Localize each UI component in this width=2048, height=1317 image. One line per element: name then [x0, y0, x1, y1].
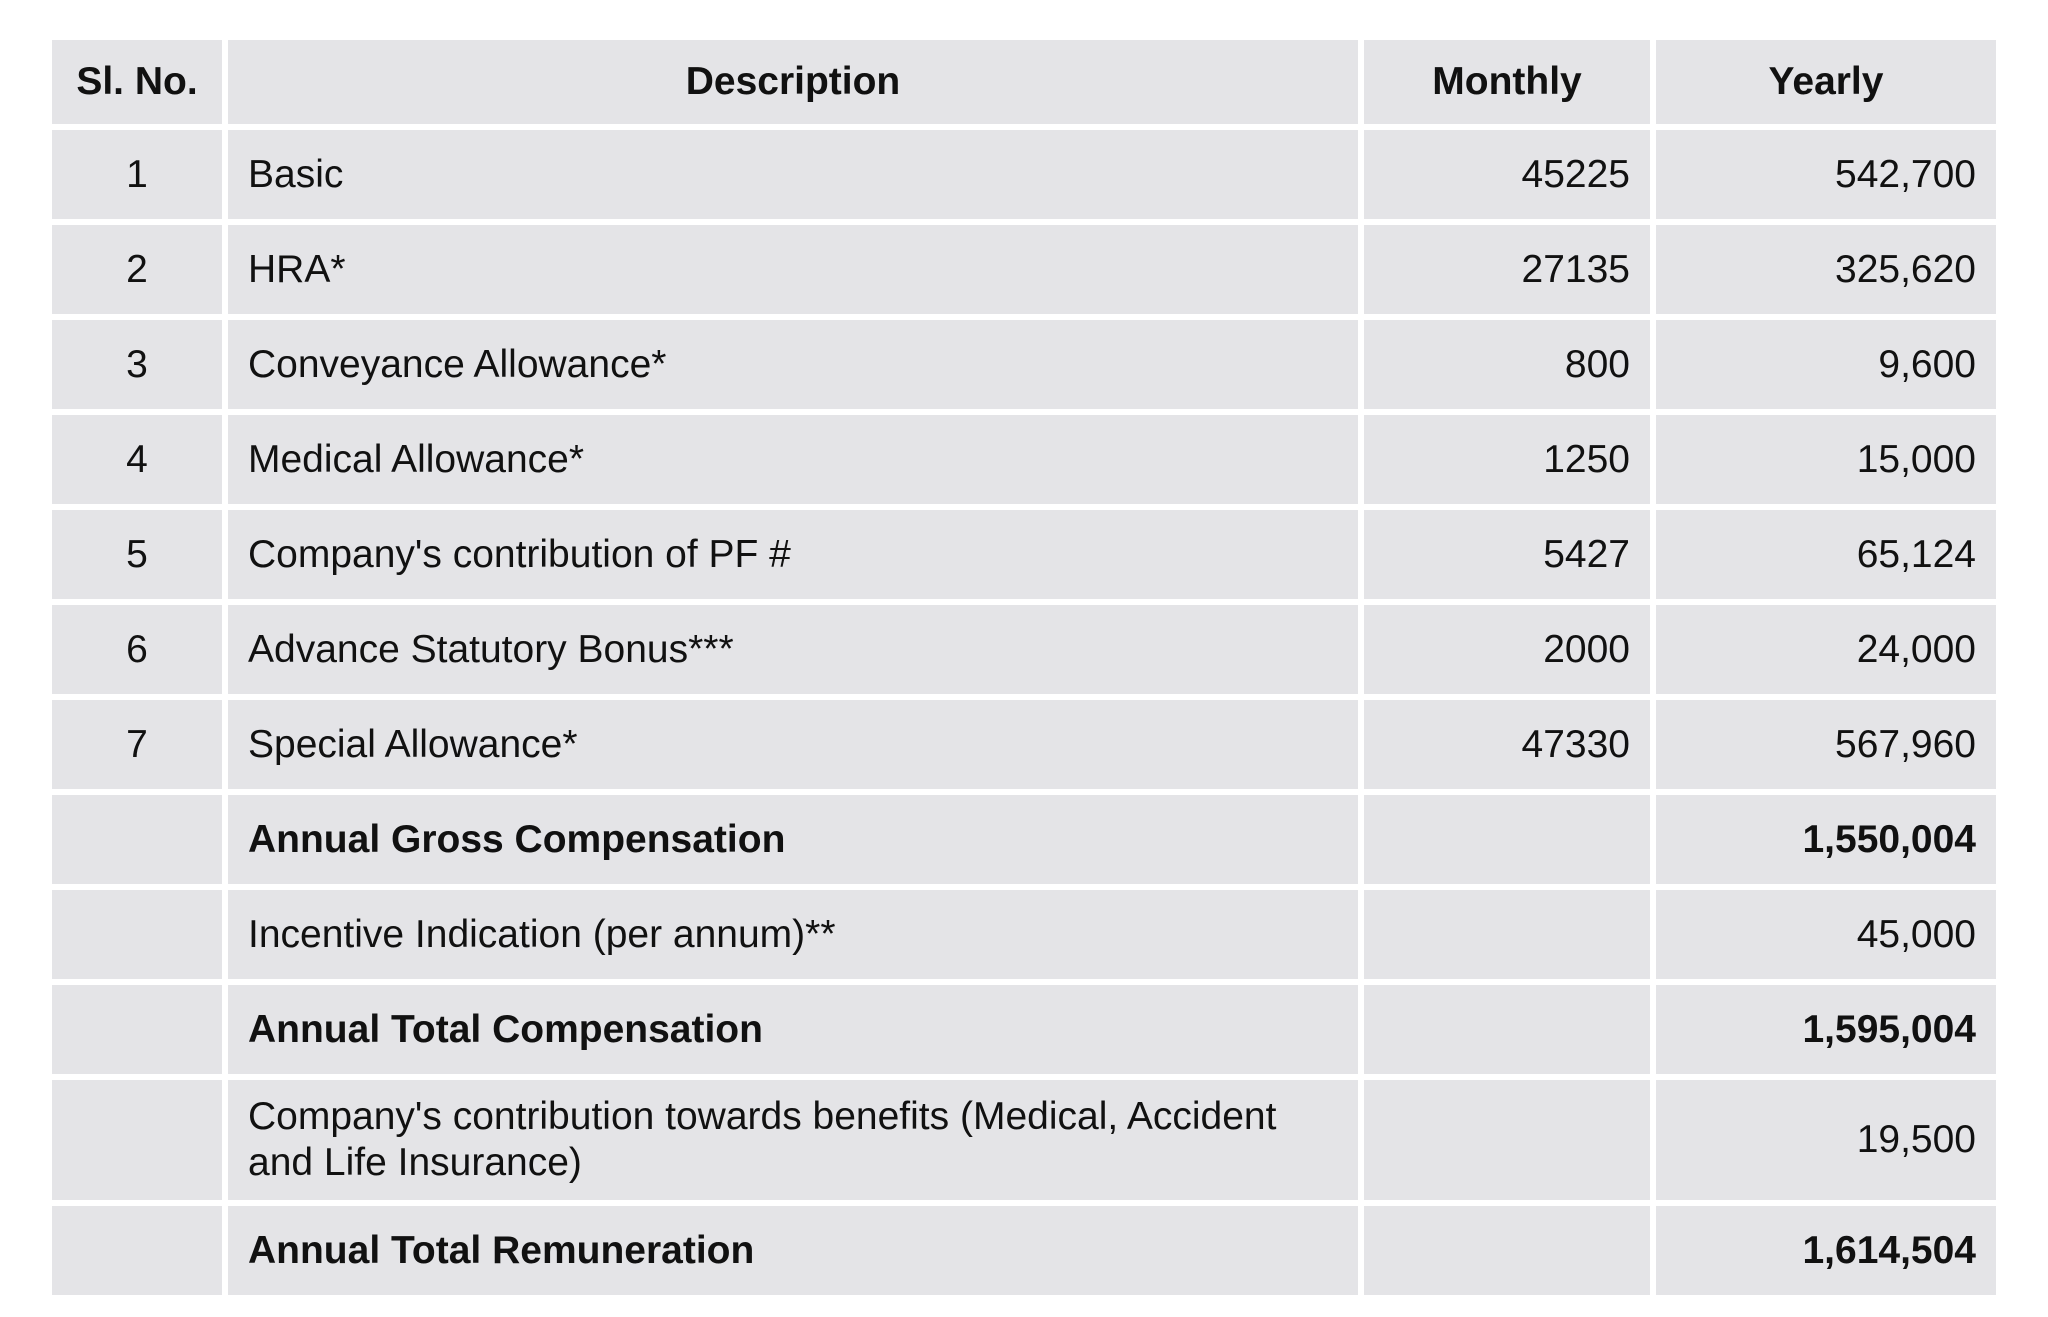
table-header-row: Sl. No. Description Monthly Yearly — [52, 40, 1996, 124]
cell-monthly: 27135 — [1364, 225, 1650, 314]
compensation-table: Sl. No. Description Monthly Yearly 1 Bas… — [46, 34, 2002, 1301]
cell-monthly — [1364, 890, 1650, 979]
cell-description: Advance Statutory Bonus*** — [228, 605, 1358, 694]
cell-description: Conveyance Allowance* — [228, 320, 1358, 409]
cell-description: Company's contribution of PF # — [228, 510, 1358, 599]
cell-monthly: 800 — [1364, 320, 1650, 409]
cell-sl-no: 6 — [52, 605, 222, 694]
cell-yearly: 1,614,504 — [1656, 1206, 1996, 1295]
cell-yearly: 1,595,004 — [1656, 985, 1996, 1074]
cell-description: Annual Total Compensation — [228, 985, 1358, 1074]
table-row: 6 Advance Statutory Bonus*** 2000 24,000 — [52, 605, 1996, 694]
cell-description: Basic — [228, 130, 1358, 219]
cell-description: Company's contribution towards benefits … — [228, 1080, 1358, 1200]
cell-sl-no: 1 — [52, 130, 222, 219]
cell-yearly: 325,620 — [1656, 225, 1996, 314]
cell-description: Incentive Indication (per annum)** — [228, 890, 1358, 979]
table-row: 4 Medical Allowance* 1250 15,000 — [52, 415, 1996, 504]
table-row-subtotal: Annual Total Compensation 1,595,004 — [52, 985, 1996, 1074]
cell-yearly: 24,000 — [1656, 605, 1996, 694]
table-row: 2 HRA* 27135 325,620 — [52, 225, 1996, 314]
cell-monthly: 45225 — [1364, 130, 1650, 219]
cell-monthly: 5427 — [1364, 510, 1650, 599]
compensation-table-container: Sl. No. Description Monthly Yearly 1 Bas… — [52, 40, 1996, 1295]
header-sl-no: Sl. No. — [52, 40, 222, 124]
table-row: 5 Company's contribution of PF # 5427 65… — [52, 510, 1996, 599]
cell-yearly: 19,500 — [1656, 1080, 1996, 1200]
table-row: Incentive Indication (per annum)** 45,00… — [52, 890, 1996, 979]
cell-sl-no: 5 — [52, 510, 222, 599]
cell-sl-no: 7 — [52, 700, 222, 789]
cell-monthly: 2000 — [1364, 605, 1650, 694]
cell-yearly: 15,000 — [1656, 415, 1996, 504]
cell-monthly: 1250 — [1364, 415, 1650, 504]
cell-monthly — [1364, 985, 1650, 1074]
cell-yearly: 65,124 — [1656, 510, 1996, 599]
header-description: Description — [228, 40, 1358, 124]
cell-description: Special Allowance* — [228, 700, 1358, 789]
header-yearly: Yearly — [1656, 40, 1996, 124]
cell-sl-no — [52, 795, 222, 884]
cell-sl-no — [52, 1080, 222, 1200]
cell-description: Medical Allowance* — [228, 415, 1358, 504]
cell-sl-no: 2 — [52, 225, 222, 314]
cell-sl-no — [52, 890, 222, 979]
cell-description: HRA* — [228, 225, 1358, 314]
table-row-total: Annual Total Remuneration 1,614,504 — [52, 1206, 1996, 1295]
cell-description: Annual Gross Compensation — [228, 795, 1358, 884]
cell-yearly: 1,550,004 — [1656, 795, 1996, 884]
cell-yearly: 542,700 — [1656, 130, 1996, 219]
table-row: 3 Conveyance Allowance* 800 9,600 — [52, 320, 1996, 409]
cell-monthly — [1364, 1206, 1650, 1295]
table-row: 1 Basic 45225 542,700 — [52, 130, 1996, 219]
cell-yearly: 45,000 — [1656, 890, 1996, 979]
table-row-subtotal: Annual Gross Compensation 1,550,004 — [52, 795, 1996, 884]
table-row: 7 Special Allowance* 47330 567,960 — [52, 700, 1996, 789]
header-monthly: Monthly — [1364, 40, 1650, 124]
table-row: Company's contribution towards benefits … — [52, 1080, 1996, 1200]
cell-yearly: 567,960 — [1656, 700, 1996, 789]
cell-monthly — [1364, 795, 1650, 884]
cell-description: Annual Total Remuneration — [228, 1206, 1358, 1295]
cell-sl-no: 4 — [52, 415, 222, 504]
cell-monthly — [1364, 1080, 1650, 1200]
cell-monthly: 47330 — [1364, 700, 1650, 789]
cell-sl-no — [52, 1206, 222, 1295]
cell-yearly: 9,600 — [1656, 320, 1996, 409]
cell-sl-no: 3 — [52, 320, 222, 409]
cell-sl-no — [52, 985, 222, 1074]
